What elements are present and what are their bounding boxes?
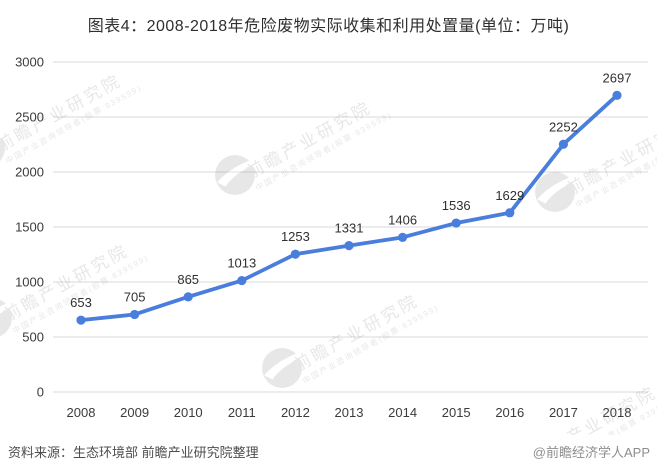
- data-point-label: 1629: [495, 188, 524, 203]
- line-chart: 0 500 1000 1500 2000 2500 3000 2008 2009 2010 2011…: [15, 55, 648, 420]
- chart-title: 图表4：2008-2018年危险废物实际收集和利用处置量(单位：万吨): [87, 18, 570, 35]
- x-axis-tick-label: 2014: [388, 405, 417, 420]
- x-axis-tick-label: 2017: [549, 405, 578, 420]
- data-point-label: 2252: [549, 119, 578, 134]
- x-axis-tick-label: 2012: [281, 405, 310, 420]
- data-point-label: 1536: [442, 198, 471, 213]
- y-axis-tick-label: 1500: [15, 220, 44, 235]
- data-point-label: 1013: [227, 256, 256, 271]
- x-axis-tick-label: 2013: [335, 405, 364, 420]
- data-point-label: 2697: [603, 70, 632, 85]
- data-point-marker: [237, 275, 247, 286]
- data-point-marker: [183, 292, 193, 302]
- trend-line: [79, 93, 619, 323]
- y-axis-tick-label: 3000: [15, 55, 44, 70]
- y-axis-tick-label: 1000: [15, 275, 44, 290]
- x-axis-tick-label: 2010: [174, 405, 203, 420]
- data-point-marker: [451, 218, 461, 228]
- data-point-marker: [558, 139, 569, 149]
- y-axis-tick-label: 500: [22, 330, 44, 345]
- x-axis-tick-label: 2009: [120, 405, 149, 420]
- data-point-marker: [505, 208, 515, 218]
- data-point-marker: [130, 309, 140, 320]
- data-point-label: 865: [177, 272, 199, 287]
- data-point-marker: [290, 249, 300, 259]
- data-point-label: 1406: [388, 212, 417, 227]
- data-point-marker: [612, 90, 622, 100]
- data-point-marker: [344, 240, 354, 251]
- data-point-marker: [398, 232, 408, 242]
- data-point-label: 705: [124, 289, 146, 304]
- x-axis-tick-label: 2015: [442, 405, 471, 420]
- credit-note: @前瞻经济学人APP: [532, 445, 650, 460]
- data-point-marker: [76, 315, 86, 325]
- source-note: 资料来源：生态环境部 前瞻产业研究院整理: [8, 445, 259, 460]
- x-axis-tick-label: 2018: [603, 405, 632, 420]
- y-axis-tick-label: 2500: [15, 110, 44, 125]
- y-axis-tick-label: 2000: [15, 165, 44, 180]
- x-axis-tick-label: 2011: [228, 405, 256, 420]
- x-axis-tick-label: 2008: [67, 405, 96, 420]
- x-axis-tick-label: 2016: [495, 405, 524, 420]
- data-point-label: 1253: [281, 229, 310, 244]
- data-point-label: 653: [70, 295, 92, 310]
- data-point-label: 1331: [335, 221, 364, 236]
- y-axis-tick-label: 0: [37, 385, 44, 400]
